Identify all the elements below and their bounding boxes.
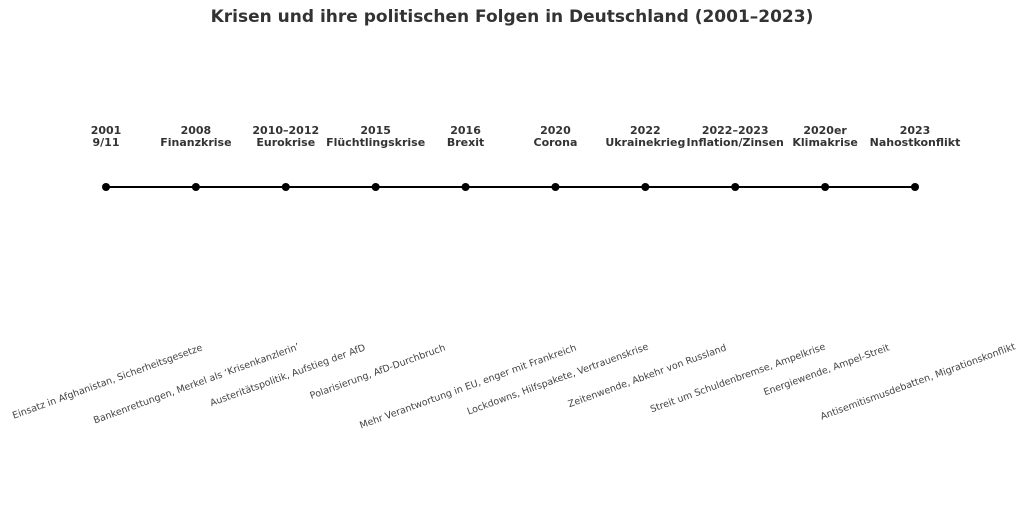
event-consequence: Antisemitismusdebatten, Migrationskonfli…: [819, 341, 1017, 422]
event-year: 2016: [450, 124, 481, 137]
event-consequence: Polarisierung, AfD-Durchbruch: [309, 342, 448, 401]
event-consequence: Energiewende, Ampel-Streit: [762, 342, 891, 398]
event-marker: [731, 183, 740, 191]
event-year: 2020er: [803, 124, 847, 137]
event-marker: [281, 183, 290, 191]
event-label: Brexit: [447, 136, 484, 149]
event-label: Flüchtlingskrise: [326, 136, 425, 149]
event-marker: [102, 183, 110, 191]
event-year: 2008: [181, 124, 212, 137]
event-year: 2023: [900, 124, 931, 137]
event-year: 2022–2023: [702, 124, 769, 137]
event-label: Corona: [534, 136, 578, 149]
event-marker: [191, 183, 200, 191]
event-year: 2015: [360, 124, 391, 137]
event-label: Ukrainekrieg: [605, 136, 685, 149]
event-label: Inflation/Zinsen: [687, 136, 784, 149]
event-label: Klimakrise: [792, 136, 857, 149]
event-year: 2010–2012: [252, 124, 319, 137]
event-label: 9/11: [93, 136, 120, 149]
event-label: Finanzkrise: [160, 136, 231, 149]
chart-title: Krisen und ihre politischen Folgen in De…: [211, 7, 814, 27]
event-year: 2022: [630, 124, 661, 137]
event-label: Eurokrise: [256, 136, 315, 149]
event-marker: [371, 183, 380, 191]
event-marker: [821, 183, 830, 191]
event-marker: [461, 183, 470, 191]
event-year: 2001: [91, 124, 122, 137]
event-label: Nahostkonflikt: [870, 136, 961, 149]
event-marker: [911, 183, 919, 191]
event-marker: [551, 183, 560, 191]
event-marker: [641, 183, 650, 191]
event-year: 2020: [540, 124, 571, 137]
